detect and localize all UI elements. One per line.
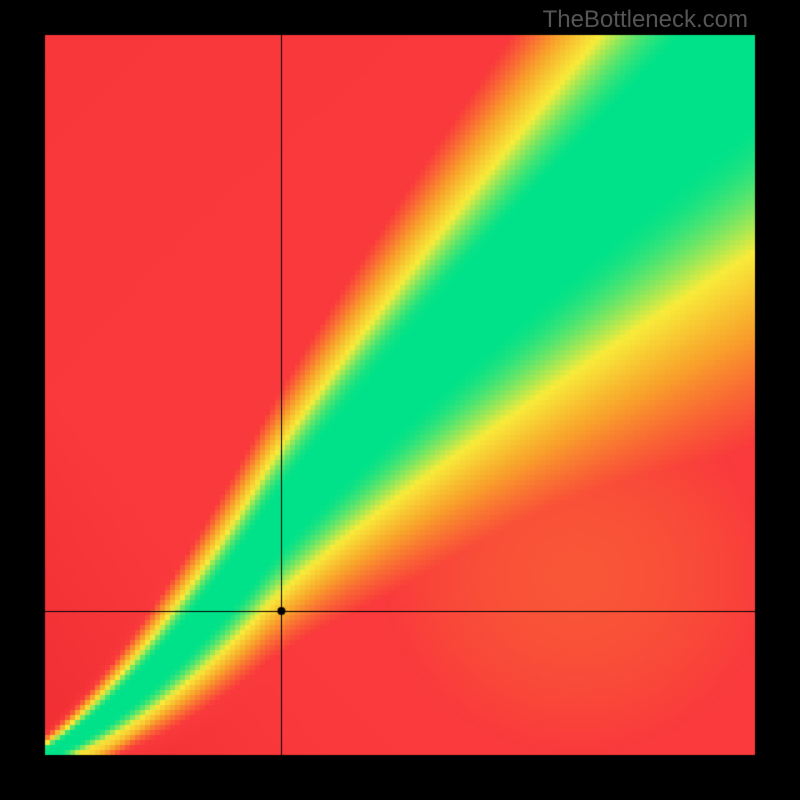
- chart-container: TheBottleneck.com: [0, 0, 800, 800]
- watermark-text: TheBottleneck.com: [543, 6, 748, 34]
- heatmap-canvas: [0, 0, 800, 800]
